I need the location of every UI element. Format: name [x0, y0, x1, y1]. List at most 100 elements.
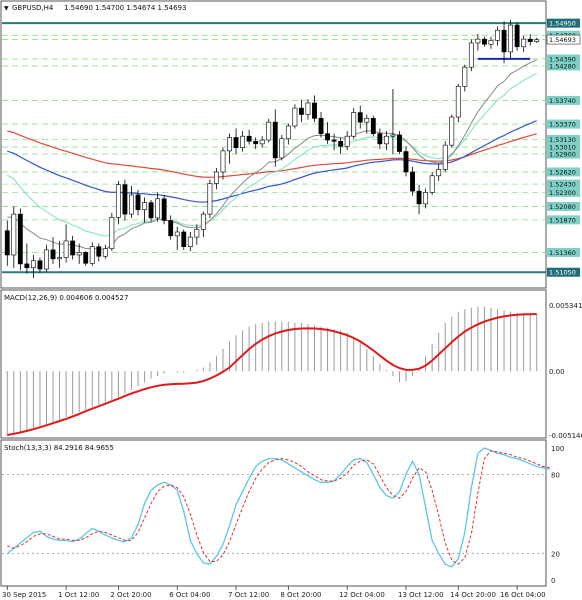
candle-body: [351, 112, 357, 137]
macd-signal-line: [7, 313, 537, 436]
candle-body: [37, 260, 43, 270]
candle-body: [429, 175, 435, 193]
candle-body: [174, 231, 180, 237]
price-tag-box: [547, 149, 580, 159]
price-tag-label: 1.51050: [549, 269, 576, 277]
candle-body: [194, 229, 200, 238]
price-tag-box: [547, 187, 580, 197]
candle-body: [4, 230, 10, 256]
candle-body: [397, 134, 402, 152]
candle-body: [501, 29, 507, 53]
price-tag-box: [547, 119, 580, 129]
price-tag-label: 1.52300: [549, 189, 576, 197]
x-tick-label: 16 Oct 04:00: [500, 591, 546, 599]
macd-panel-frame: [0, 289, 547, 439]
candle-body: [325, 133, 330, 141]
candle-body: [11, 213, 17, 256]
stoch-main-line: [6, 447, 550, 568]
candle-body: [17, 213, 23, 265]
candle-body: [187, 236, 193, 247]
candle-body: [122, 184, 128, 215]
triangle-icon: ▼: [4, 5, 9, 12]
candle-body: [357, 112, 363, 123]
candle-body: [475, 38, 481, 44]
candle-body: [135, 194, 141, 210]
candle-body: [449, 116, 455, 146]
candle-body: [30, 260, 36, 269]
stoch-title: Stoch(13,3,3) 84.2916 84.9655: [4, 444, 114, 452]
macd-tick-label: 0.005341: [549, 302, 582, 310]
ma-gray-line: [7, 59, 537, 250]
x-tick-label: 7 Oct 12:00: [228, 591, 269, 599]
price-tag-box: [547, 267, 580, 277]
x-tick-label: 13 Oct 12:00: [398, 591, 444, 599]
candle-body: [24, 263, 30, 269]
candle-body: [442, 144, 448, 170]
candle-body: [50, 249, 56, 260]
price-tag-box: [547, 54, 580, 64]
candle-body: [44, 249, 49, 270]
candle-body: [181, 231, 187, 247]
candle-body: [534, 39, 540, 42]
x-tick-label: 12 Oct 04:00: [339, 591, 385, 599]
candle-body: [292, 107, 298, 127]
ma-red-line: [7, 130, 537, 178]
candle-body: [70, 240, 76, 256]
candle-body: [338, 141, 344, 147]
candle-body: [220, 150, 226, 173]
price-panel: 1.549501.547601.546931.543901.542801.537…: [2, 18, 581, 278]
candle-body: [148, 202, 154, 219]
price-tag-label: 1.53370: [549, 121, 576, 129]
x-tick-label: 14 Oct 20:00: [450, 591, 496, 599]
candle-body: [142, 202, 147, 210]
candle-body: [305, 102, 311, 115]
price-tag-box: [547, 61, 580, 71]
price-tag-box: [547, 142, 580, 152]
price-tag-box: [547, 167, 580, 177]
candle-body: [521, 38, 527, 48]
x-tick-label: 1 Oct 12:00: [58, 591, 99, 599]
chart-symbol-title: GBPUSD,H4: [12, 4, 54, 12]
candle-body: [383, 135, 389, 145]
candle-body: [462, 66, 468, 87]
candle-body: [482, 38, 487, 45]
price-tag-box: [547, 18, 580, 28]
macd-title: MACD(12,26,9) 0.004606 0.004527: [4, 294, 128, 302]
candle-body: [279, 138, 285, 159]
x-tick-label: 2 Oct 20:00: [110, 591, 151, 599]
candle-body: [83, 252, 89, 264]
candle-body: [344, 135, 350, 147]
candle-body: [495, 29, 500, 41]
stoch-tick-label: 100: [551, 445, 564, 453]
candle-body: [318, 118, 324, 134]
price-tag-box: [547, 95, 580, 105]
candle-body: [63, 240, 69, 258]
candle-body: [527, 38, 533, 42]
price-panel-frame: [0, 0, 547, 289]
price-tag-label: 1.52080: [549, 203, 576, 211]
price-tag-box: [547, 201, 580, 211]
price-tag-label: 1.53010: [549, 144, 576, 152]
price-tag-box: [547, 215, 580, 225]
ma-blue-line: [7, 120, 537, 203]
candle-body: [331, 139, 337, 142]
candle-body: [129, 194, 134, 215]
candle-body: [488, 40, 494, 45]
stoch-tick-label: 80: [551, 471, 560, 479]
candle-body: [109, 217, 115, 249]
candle-body: [436, 169, 442, 177]
candle-body: [266, 121, 272, 141]
stoch-signal-line: [7, 450, 550, 565]
candle-body: [227, 137, 232, 152]
candle-body: [161, 198, 167, 221]
candle-body: [416, 190, 422, 205]
candle-body: [272, 121, 278, 159]
candle-body: [253, 141, 259, 145]
price-tag-label: 1.51360: [549, 249, 576, 257]
price-tag-label: 1.54390: [549, 55, 576, 63]
candle-body: [403, 151, 409, 173]
time-axis: 30 Sep 2015 1 Oct 12:00 2 Oct 20:00 6 Oct 0…: [2, 586, 546, 599]
macd-panel: 0.005341 0.00 -0.005146: [6, 302, 582, 440]
candle-body: [508, 24, 514, 53]
